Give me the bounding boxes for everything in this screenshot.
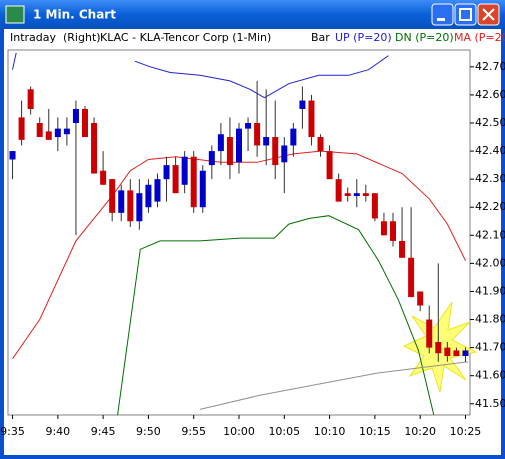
y-tick-label: 42.30 <box>475 172 505 185</box>
x-tick-label: 9:55 <box>181 425 206 438</box>
candle-body <box>181 156 188 185</box>
legend-entry: MA (P=20 <box>454 31 505 44</box>
y-tick-label: 42.70 <box>475 60 505 73</box>
candle-body <box>172 165 179 194</box>
y-tick-label: 42.50 <box>475 116 505 129</box>
x-tick-label: 9:50 <box>136 425 161 438</box>
y-tick-label: 42.60 <box>475 88 505 101</box>
x-tick-label: 10:10 <box>314 425 346 438</box>
y-tick-label: 41.50 <box>475 397 505 410</box>
window-title: 1 Min. Chart <box>33 8 116 22</box>
candle-body <box>453 350 460 357</box>
candle-body <box>254 123 261 146</box>
minimize-icon <box>437 18 445 21</box>
candle-body <box>335 179 342 202</box>
candle-body <box>281 145 288 163</box>
maximize-button[interactable] <box>454 3 477 26</box>
x-tick-label: 9:40 <box>45 425 70 438</box>
candle-body <box>399 240 406 258</box>
x-tick-label: 9:45 <box>91 425 116 438</box>
x-tick-label: 10:00 <box>223 425 255 438</box>
x-tick-label: 9:35 <box>0 425 25 438</box>
candle-body <box>371 193 378 219</box>
candle-body <box>27 89 34 109</box>
legend-entry: UP (P=20) <box>335 31 392 44</box>
candle-body <box>236 128 242 163</box>
y-tick-label: 42.10 <box>475 228 505 241</box>
candle-body <box>154 179 161 202</box>
header-text: (Right) <box>63 31 101 44</box>
candle-body <box>226 137 233 166</box>
candle-body <box>136 193 143 222</box>
y-tick-label: 41.70 <box>475 341 505 354</box>
header-text: KLAC - KLA-Tencor Corp (1-Min) <box>100 31 271 44</box>
candle-body <box>199 170 206 208</box>
plot-area <box>9 52 469 415</box>
maximize-icon <box>459 8 472 21</box>
candle-body <box>163 165 170 180</box>
candle-body <box>462 350 469 357</box>
candle-body <box>344 193 351 196</box>
candle-body <box>82 108 88 138</box>
candle-body <box>72 108 79 123</box>
candle-body <box>317 137 324 152</box>
y-tick-label: 41.80 <box>475 313 505 326</box>
y-tick-label: 42.00 <box>475 256 505 269</box>
candle-body <box>63 128 70 135</box>
x-tick-label: 10:20 <box>404 425 436 438</box>
candle-body <box>326 151 333 180</box>
candle-body <box>127 190 134 222</box>
candle-body <box>426 319 433 348</box>
candle-body <box>290 128 297 146</box>
client-area <box>4 29 501 455</box>
y-tick-label: 42.20 <box>475 200 505 213</box>
header-text: Intraday <box>10 31 57 44</box>
candle-body <box>118 190 125 213</box>
candle-body <box>109 179 116 213</box>
candle-body <box>390 221 396 241</box>
app-icon <box>5 5 25 24</box>
indicator-line <box>117 215 435 415</box>
candle-body <box>435 342 442 354</box>
y-tick-label: 41.60 <box>475 369 505 382</box>
candle-body <box>100 170 107 185</box>
x-tick-label: 10:05 <box>268 425 300 438</box>
candle-body <box>408 257 415 298</box>
candle-body <box>444 347 451 357</box>
candle-body <box>308 100 315 138</box>
y-tick-label: 42.40 <box>475 144 505 157</box>
candle-body <box>217 134 224 152</box>
candle-body <box>263 137 270 146</box>
candle-body <box>145 184 152 208</box>
candle-body <box>9 151 16 160</box>
close-icon <box>482 8 495 21</box>
candle-body <box>380 221 387 236</box>
x-tick-label: 10:15 <box>359 425 391 438</box>
candle-body <box>353 193 360 196</box>
y-tick-label: 41.90 <box>475 284 505 297</box>
candle-body <box>45 131 52 140</box>
candle-body <box>417 291 424 306</box>
candle-body <box>91 123 98 174</box>
candle-body <box>272 137 279 166</box>
candle-body <box>18 117 25 140</box>
candle-body <box>190 156 197 208</box>
title-bar <box>0 0 505 29</box>
candle-body <box>208 151 215 166</box>
indicator-line <box>199 361 469 410</box>
header-text: Bar <box>311 31 330 44</box>
legend-entry: DN (P=20) <box>395 31 454 44</box>
candle-body <box>362 193 369 196</box>
candle-body <box>54 128 61 138</box>
x-tick-label: 10:25 <box>450 425 482 438</box>
candle-body <box>245 123 252 129</box>
candle-body <box>299 100 306 109</box>
minimize-button[interactable] <box>431 3 454 26</box>
candle-body <box>36 123 43 138</box>
